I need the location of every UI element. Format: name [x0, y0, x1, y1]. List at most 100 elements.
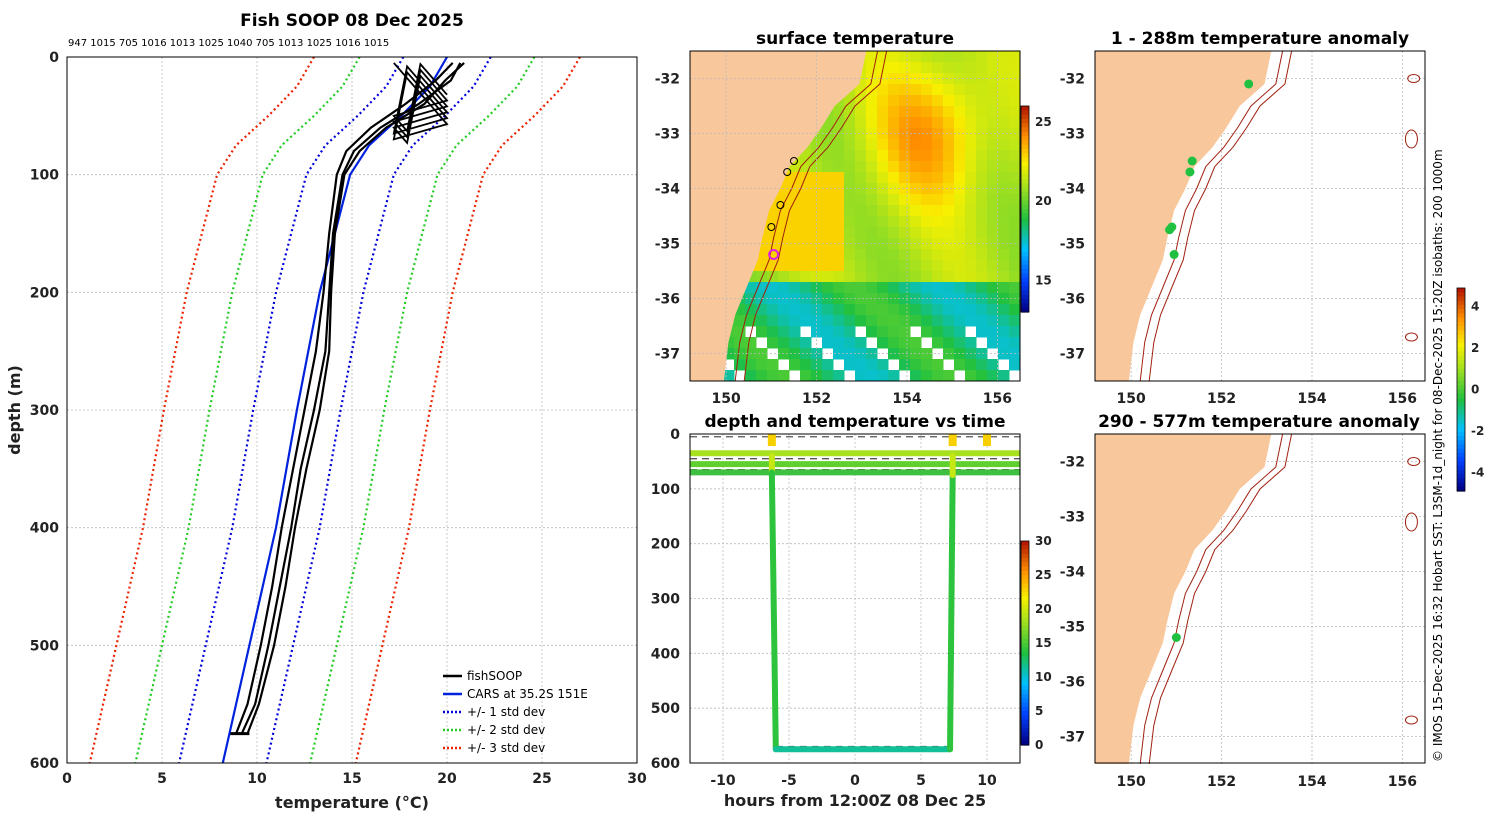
sst-cell: [866, 117, 878, 129]
sst-cell: [767, 205, 779, 217]
sst-cell: [987, 205, 999, 217]
sst-cell: [756, 282, 768, 294]
sst-cell: [800, 315, 812, 327]
sst-cell: [800, 271, 812, 283]
sst-colorbar-frame: [1020, 105, 1030, 313]
sst-cell: [822, 216, 834, 228]
td-colorbar-swatch: [1021, 723, 1029, 729]
sst-cell: [921, 106, 933, 118]
sst-cell: [954, 106, 966, 118]
sst-cell: [844, 128, 856, 140]
sst-cell: [822, 282, 834, 294]
td-colorbar-swatch: [1021, 706, 1029, 712]
anomaly-colorbar-swatch: [1457, 406, 1465, 412]
y-tick-label: 500: [30, 638, 59, 654]
anomaly-colorbar-swatch: [1457, 465, 1465, 471]
sst-cell: [910, 227, 922, 239]
sst-cell: [976, 161, 988, 173]
sst-cell: [943, 161, 955, 173]
sst-cell: [822, 139, 834, 151]
anomaly2-lon-tick-label: 150: [1117, 774, 1146, 790]
sst-cell: [866, 370, 878, 382]
sst-cell: [932, 183, 944, 195]
sst-cell: [866, 260, 878, 272]
td-colorbar-tick-label: 30: [1035, 534, 1052, 548]
sst-title: surface temperature: [756, 29, 954, 49]
anomaly-colorbar-swatch: [1457, 474, 1465, 479]
td-colorbar-swatch: [1021, 660, 1029, 665]
sst-cell: [998, 260, 1010, 272]
sst-cell: [910, 249, 922, 261]
sst-colorbar-swatch: [1021, 191, 1029, 197]
sst-cell: [910, 139, 922, 151]
td-colorbar-swatch: [1021, 647, 1029, 653]
sst-cell: [833, 161, 845, 173]
sst-colorbar-swatch: [1021, 281, 1029, 287]
anomaly1-seamount-contour: [1404, 129, 1418, 149]
sst-cell: [954, 51, 966, 63]
sst-cell: [800, 348, 812, 360]
sst-cell: [833, 150, 845, 162]
fishsoop-line: [235, 62, 454, 734]
sst-cell: [844, 337, 856, 349]
anomaly-colorbar-swatch: [1457, 313, 1465, 319]
sst-cell: [855, 73, 867, 85]
sst-cell: [866, 216, 878, 228]
sst-cell: [767, 370, 779, 382]
sst-colorbar-swatch: [1021, 247, 1029, 253]
sst-cell: [877, 194, 889, 206]
sst-cell: [877, 95, 889, 107]
anomaly-colorbar-swatch: [1457, 444, 1465, 450]
sst-cell: [844, 216, 856, 228]
sst-cell: [943, 128, 955, 140]
sst-cell: [932, 150, 944, 162]
sst-cell: [954, 227, 966, 239]
sst-cell: [822, 315, 834, 327]
sst-cell: [888, 62, 900, 74]
sst-cell: [998, 106, 1010, 118]
sst-cell: [921, 304, 933, 316]
sst-cell: [778, 304, 790, 316]
sst-cell: [954, 62, 966, 74]
anomaly1-panel: 1 - 288m temperature anomaly 150 152 154 15…: [1060, 29, 1426, 407]
x-tick-label: 0: [62, 771, 72, 787]
sst-cell: [976, 73, 988, 85]
x-tick-label: 5: [157, 771, 167, 787]
sst-cell: [778, 337, 790, 349]
sst-cell: [998, 370, 1010, 382]
td-colorbar-swatch: [1021, 655, 1029, 661]
sst-cell: [800, 183, 812, 195]
sst-cell: [844, 359, 856, 371]
sst-cell: [767, 216, 779, 228]
sst-cell: [910, 62, 922, 74]
sst-cell: [767, 337, 779, 349]
anomaly1-axes-box: [1094, 50, 1426, 382]
sst-lat-tick-label: -35: [655, 237, 680, 253]
sst-cell: [976, 282, 988, 294]
anomaly-colorbar-swatch: [1457, 482, 1465, 488]
sst-cell: [932, 216, 944, 228]
fishsoop-line: [240, 62, 462, 735]
sst-cell: [932, 194, 944, 206]
sst-cell: [855, 293, 867, 305]
td-colorbar-tick-label: 0: [1035, 738, 1043, 752]
sst-cell: [888, 172, 900, 184]
sst-cell: [910, 95, 922, 107]
sst-cell: [855, 183, 867, 195]
std-dev-line: [354, 56, 581, 764]
sst-cell: [877, 205, 889, 217]
sst-cell: [932, 238, 944, 250]
sst-colorbar-swatch: [1021, 217, 1029, 223]
sst-cell: [844, 205, 856, 217]
sst-cell: [932, 337, 944, 349]
sst-cell: [877, 139, 889, 151]
sst-field: [690, 50, 1021, 382]
sst-cell: [976, 238, 988, 250]
sst-colorbar-swatch: [1021, 221, 1029, 227]
sst-cell: [910, 51, 922, 63]
sst-cell: [954, 95, 966, 107]
sst-colorbar-swatch: [1021, 209, 1029, 214]
td-y-tick-label: 400: [651, 646, 680, 662]
sst-cell: [789, 326, 801, 338]
sst-cell: [855, 139, 867, 151]
